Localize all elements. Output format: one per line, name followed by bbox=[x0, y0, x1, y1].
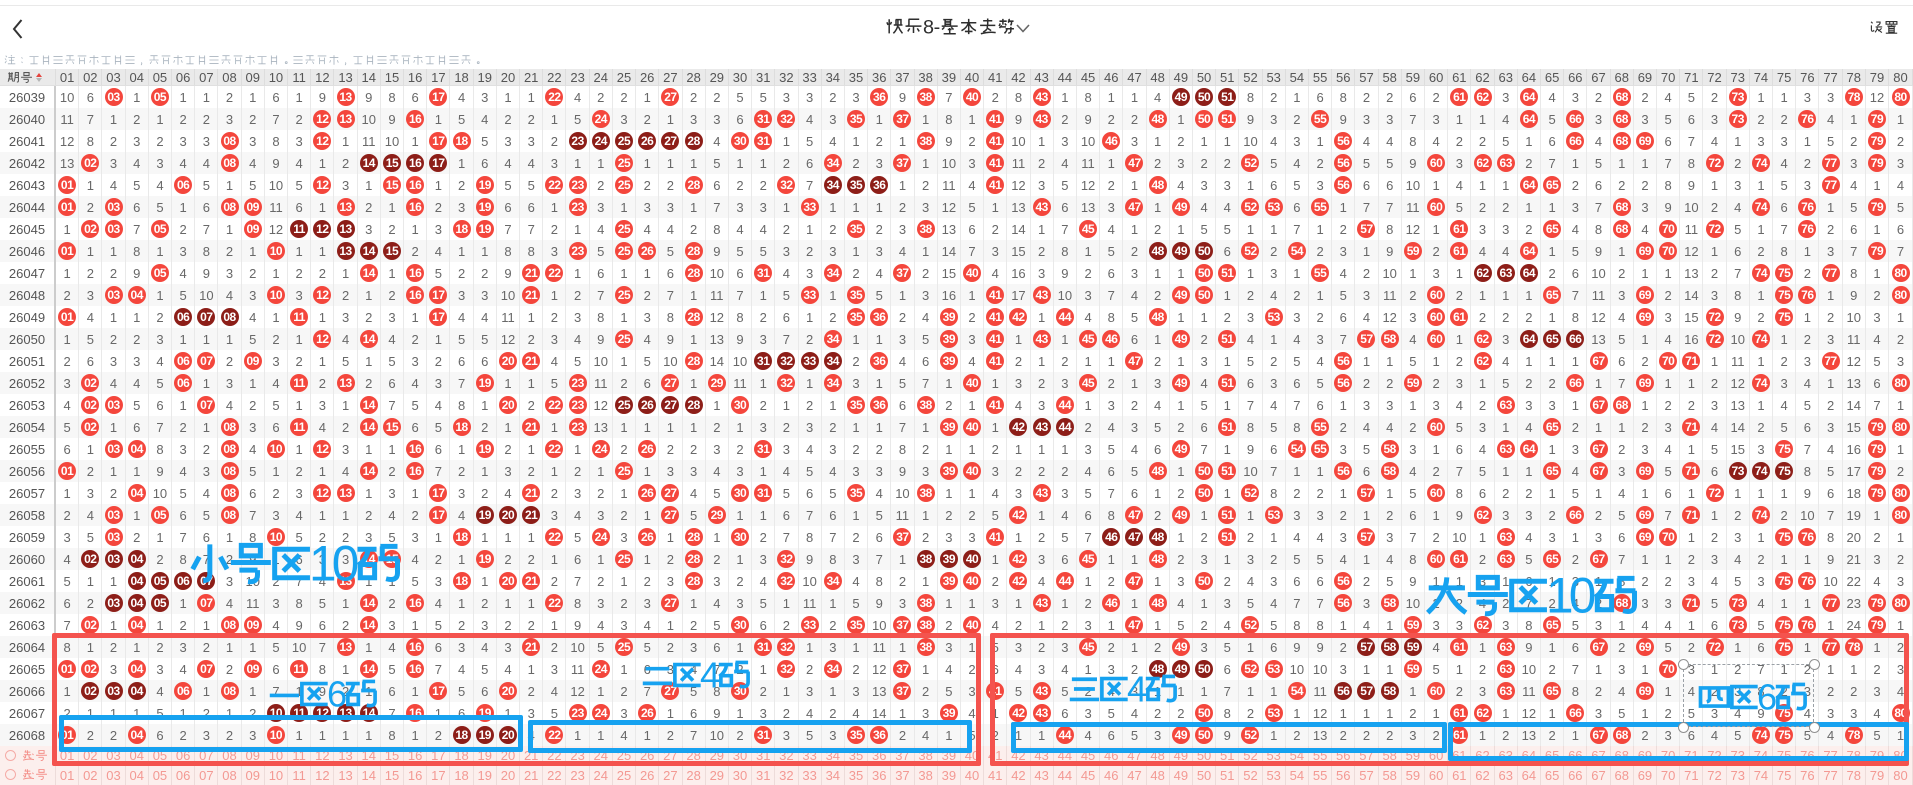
svg-text:4: 4 bbox=[700, 655, 720, 696]
svg-text:4: 4 bbox=[1127, 669, 1147, 710]
svg-text:0: 0 bbox=[1569, 568, 1597, 624]
svg-text:1: 1 bbox=[1546, 568, 1574, 624]
svg-text:8: 8 bbox=[923, 16, 934, 38]
svg-text:6: 6 bbox=[1757, 677, 1777, 718]
svg-text:-: - bbox=[934, 16, 941, 38]
svg-text:6: 6 bbox=[327, 674, 347, 715]
svg-text:0: 0 bbox=[332, 536, 360, 592]
svg-text:1: 1 bbox=[309, 536, 337, 592]
